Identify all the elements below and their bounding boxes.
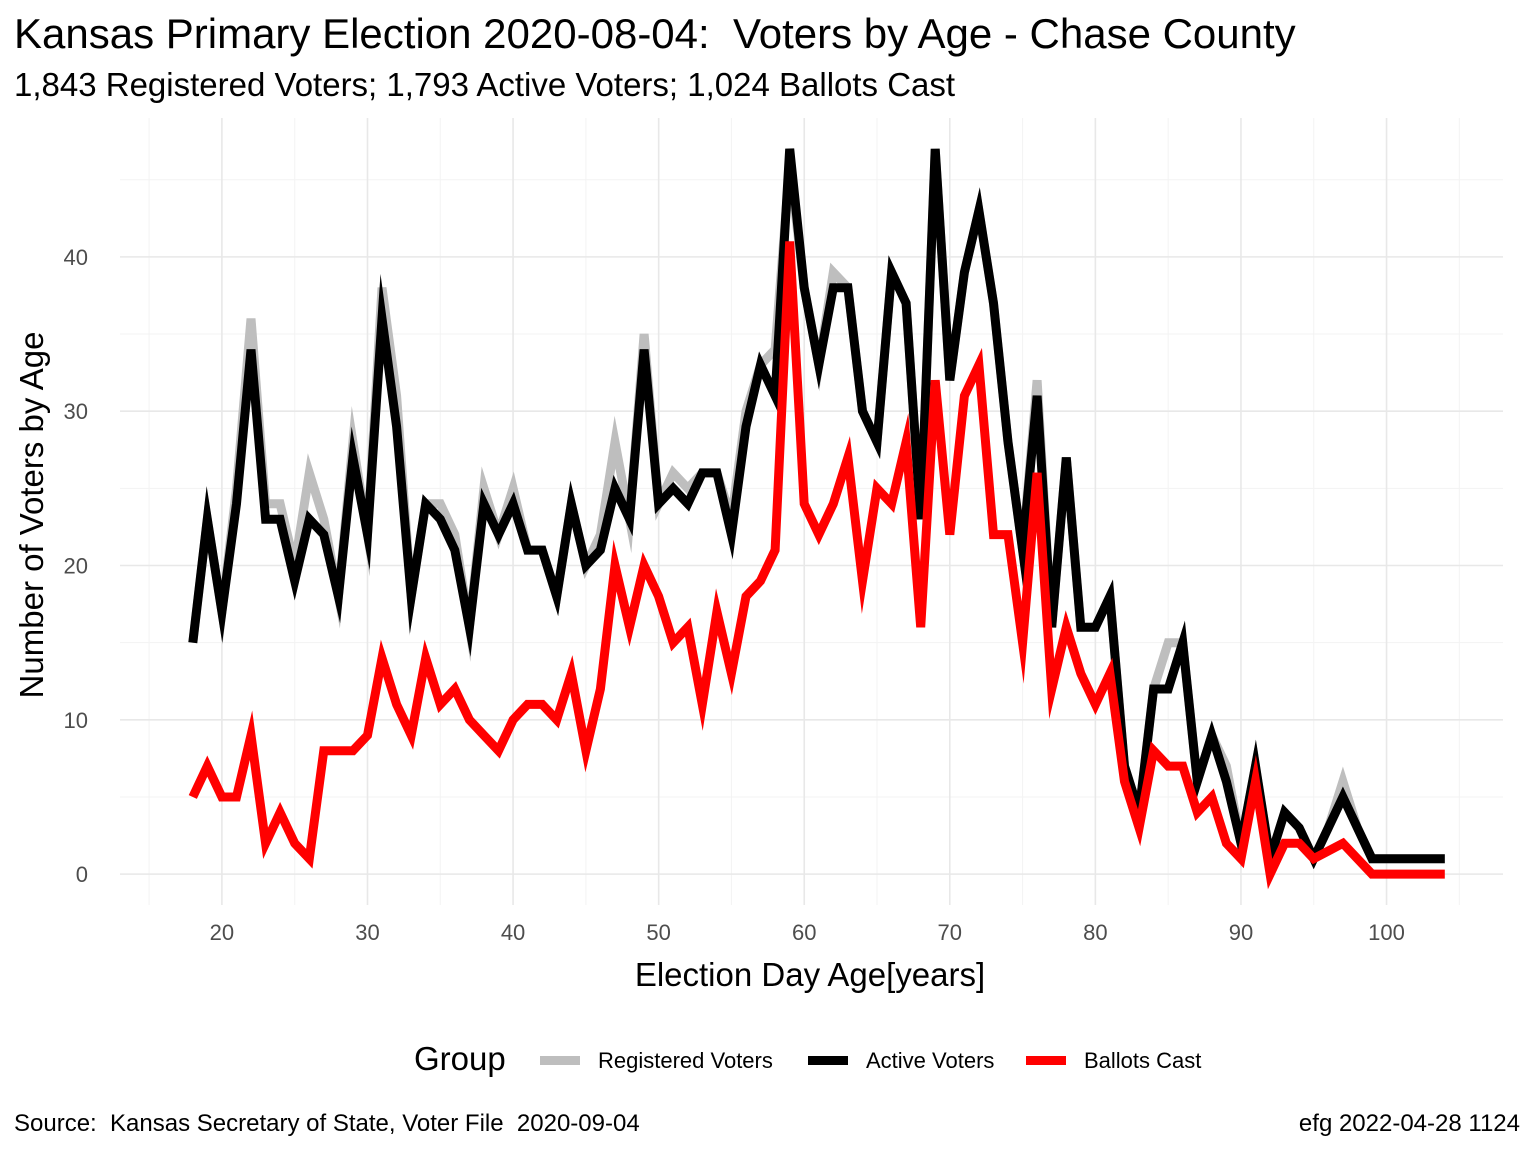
legend-label-ballots: Ballots Cast xyxy=(1084,1048,1202,1073)
x-tick-label: 90 xyxy=(1229,920,1253,945)
y-tick-label: 0 xyxy=(76,862,88,887)
y-axis-title: Number of Voters by Age xyxy=(13,332,50,699)
chart-title: Kansas Primary Election 2020-08-04: Vote… xyxy=(14,10,1296,57)
legend-title: Group xyxy=(414,1040,506,1077)
chart-subtitle: 1,843 Registered Voters; 1,793 Active Vo… xyxy=(14,66,956,103)
series-line-ballots-cast xyxy=(188,241,1445,890)
x-tick-label: 30 xyxy=(355,920,379,945)
y-tick-label: 20 xyxy=(64,554,88,579)
major-gridlines xyxy=(120,118,1503,905)
x-tick-label: 40 xyxy=(501,920,525,945)
x-axis-tick-labels: 20 30 40 50 60 70 80 90 100 xyxy=(210,920,1405,945)
legend-key-active xyxy=(808,1055,848,1065)
x-tick-label: 100 xyxy=(1368,920,1405,945)
y-axis-tick-labels: 0 10 20 30 40 xyxy=(64,245,88,887)
y-tick-label: 10 xyxy=(64,708,88,733)
legend-label-active: Active Voters xyxy=(866,1048,995,1073)
series-line-active-voters xyxy=(188,148,1445,879)
x-tick-label: 80 xyxy=(1083,920,1107,945)
legend-label-registered: Registered Voters xyxy=(598,1048,773,1073)
legend-key-ballots xyxy=(1026,1055,1066,1065)
x-tick-label: 20 xyxy=(210,920,234,945)
series-lines xyxy=(188,148,1445,890)
x-tick-label: 50 xyxy=(646,920,670,945)
x-tick-label: 70 xyxy=(938,920,962,945)
timestamp-caption: efg 2022-04-28 1124 xyxy=(1298,1110,1520,1137)
line-chart: 20 30 40 50 60 70 80 90 100 0 10 20 30 40 Election D… xyxy=(13,118,1503,993)
x-tick-label: 60 xyxy=(792,920,816,945)
x-axis-title: Election Day Age[years] xyxy=(635,956,985,993)
legend-item-registered: Registered Voters xyxy=(540,1048,773,1074)
y-tick-label: 30 xyxy=(64,399,88,424)
legend-key-registered xyxy=(540,1055,580,1065)
legend-item-active: Active Voters xyxy=(808,1048,994,1074)
source-caption: Source: Kansas Secretary of State, Voter… xyxy=(14,1110,640,1137)
y-tick-label: 40 xyxy=(64,245,88,270)
legend-item-ballots: Ballots Cast xyxy=(1026,1048,1201,1074)
